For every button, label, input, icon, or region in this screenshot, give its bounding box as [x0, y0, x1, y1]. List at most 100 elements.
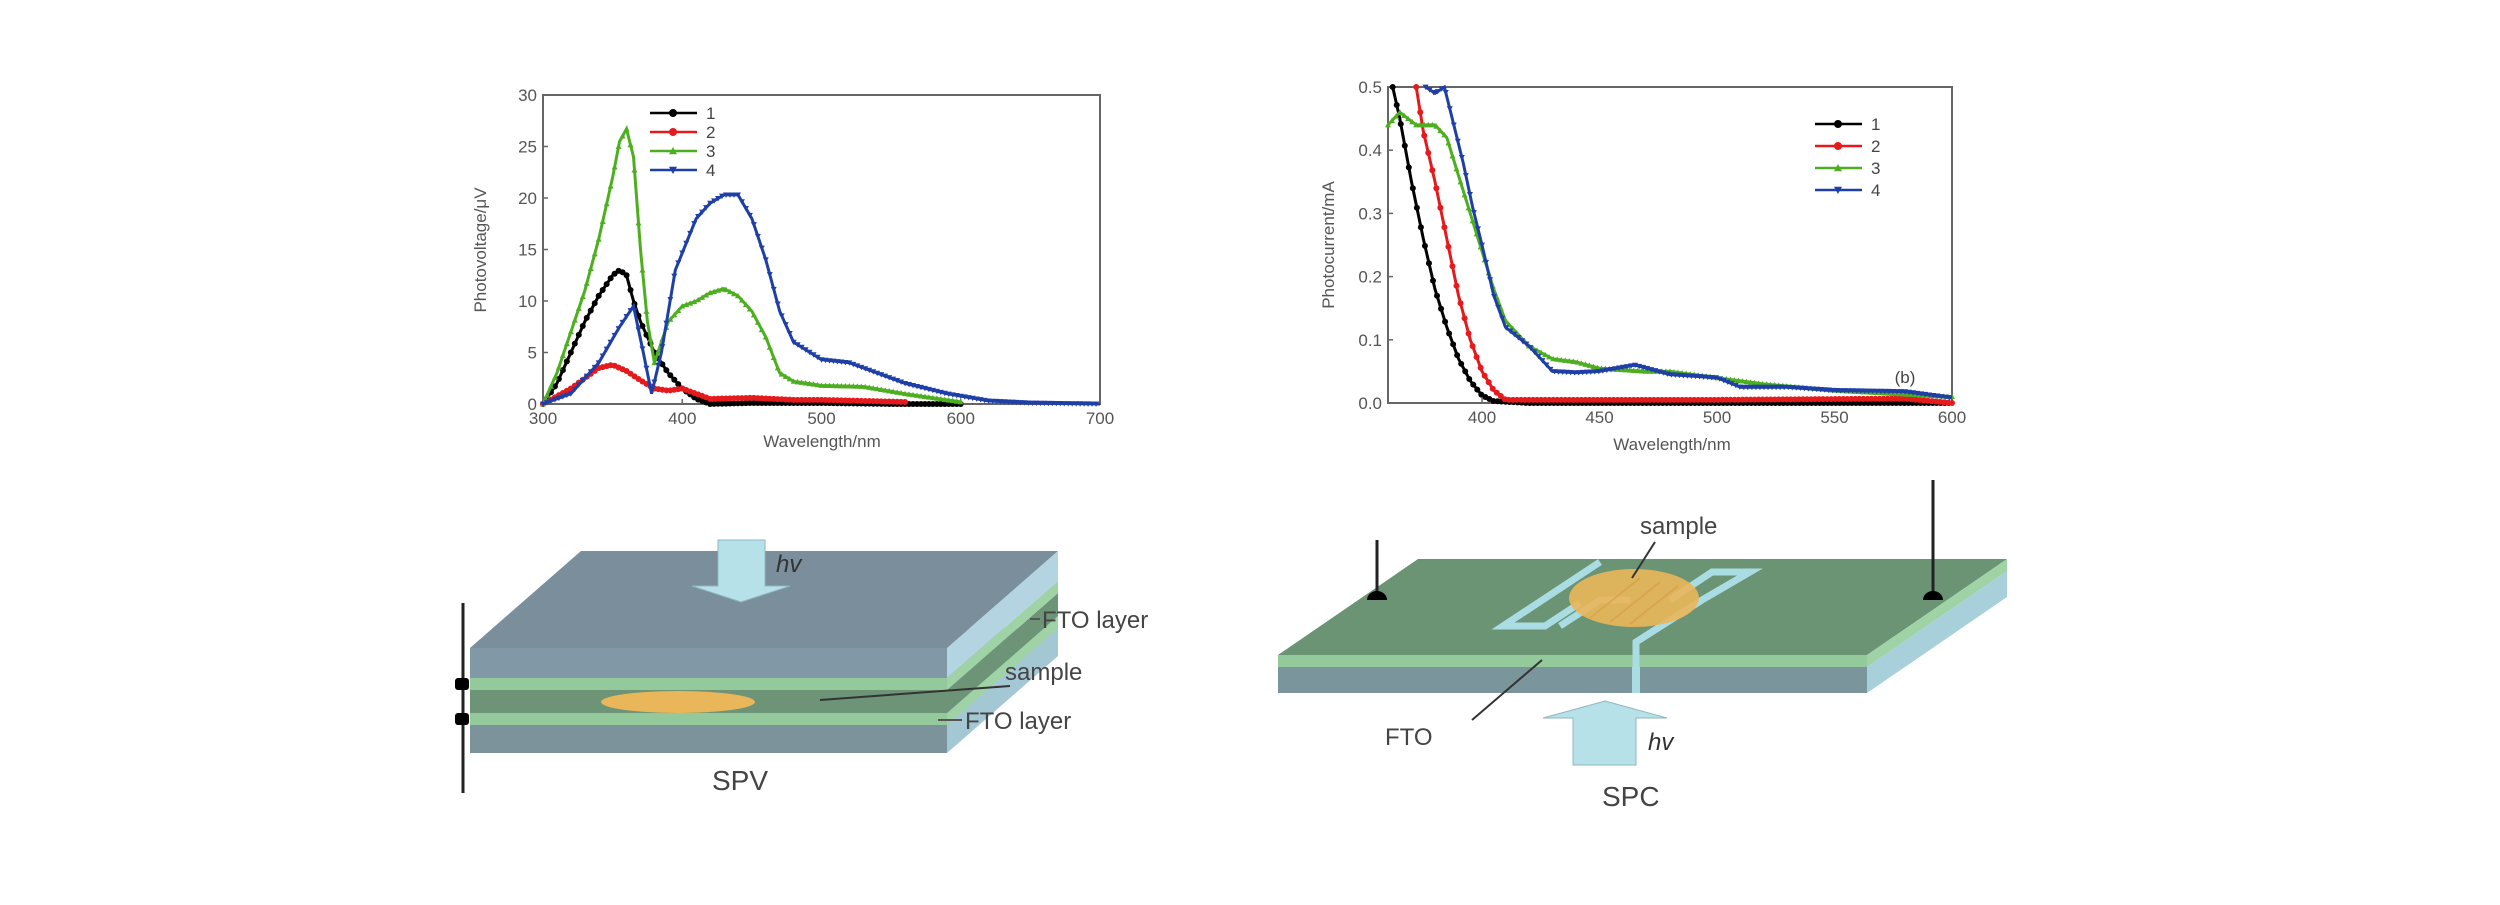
- data-point: [1041, 400, 1048, 407]
- data-point: [806, 380, 813, 387]
- data-point: [862, 366, 869, 372]
- data-point: [850, 383, 857, 389]
- data-point: [1575, 370, 1582, 376]
- data-point: [615, 326, 622, 332]
- data-point: [1073, 401, 1080, 407]
- data-point: [1527, 345, 1534, 351]
- data-point: [1397, 121, 1404, 128]
- data-point: [902, 398, 909, 405]
- data-point: [1535, 353, 1542, 360]
- data-point: [878, 386, 885, 392]
- data-point: [623, 314, 630, 320]
- data-point: [1793, 385, 1800, 391]
- data-point: [1551, 369, 1558, 375]
- data-point: [1503, 325, 1510, 331]
- y-tick-label: 10: [518, 292, 537, 311]
- data-point: [1583, 369, 1590, 376]
- data-point: [826, 382, 833, 389]
- x-tick-label: 400: [1468, 408, 1496, 427]
- data-point: [1429, 121, 1436, 128]
- data-point: [1409, 185, 1416, 192]
- data-point: [607, 275, 614, 282]
- data-point: [1630, 367, 1637, 373]
- y-tick-label: 0.2: [1358, 268, 1382, 287]
- data-point: [786, 375, 793, 382]
- data-point: [559, 367, 566, 374]
- data-point: [607, 339, 614, 346]
- data-point: [1849, 388, 1856, 394]
- x-tick-label: 300: [529, 409, 557, 428]
- data-point: [663, 320, 670, 327]
- data-point: [734, 292, 741, 299]
- data-point: [1093, 401, 1100, 407]
- data-point: [1708, 374, 1715, 381]
- data-point: [1731, 377, 1738, 383]
- legend-marker: [669, 128, 677, 136]
- series-4: [540, 192, 1101, 407]
- data-point: [766, 344, 773, 350]
- data-point: [1624, 364, 1631, 370]
- data-point: [1615, 365, 1622, 371]
- data-point: [627, 141, 634, 148]
- sample-stripes: [1589, 577, 1679, 625]
- data-point: [866, 384, 873, 390]
- data-point: [1495, 304, 1502, 311]
- bottom-glass-front: [470, 725, 947, 753]
- data-point: [1531, 349, 1538, 355]
- y-axis-label: Photocurrent/mA: [1319, 181, 1338, 309]
- data-point: [591, 300, 598, 307]
- spv-diagram: hv FTO layer sample FTO layer SPV: [455, 539, 1148, 796]
- data-point: [635, 327, 642, 333]
- data-point: [651, 359, 658, 366]
- data-point: [1735, 377, 1742, 384]
- data-point: [1611, 366, 1618, 372]
- data-point: [643, 308, 650, 314]
- data-point: [1755, 380, 1762, 386]
- data-point: [917, 393, 924, 399]
- data-point: [591, 364, 598, 371]
- legend-marker: [669, 147, 677, 155]
- fto-layer-label-bottom: FTO layer: [965, 708, 1071, 735]
- data-point: [902, 390, 909, 397]
- data-point: [1449, 152, 1456, 159]
- x-tick-label: 600: [1938, 408, 1966, 427]
- data-point: [1539, 358, 1546, 364]
- data-point: [1013, 399, 1020, 406]
- fto-side: [1867, 559, 2007, 667]
- x-tick-label: 500: [1703, 408, 1731, 427]
- data-point: [1441, 224, 1448, 231]
- lower-fto-side: [947, 616, 1058, 725]
- data-point: [1483, 259, 1490, 266]
- data-point: [543, 400, 550, 406]
- chart-photovoltage: 300 400 500 600 700 0 5 10 15 20 25 30 Wavelength/n…: [471, 86, 1114, 451]
- data-point: [1389, 84, 1396, 90]
- data-point: [894, 389, 901, 395]
- data-point: [1904, 391, 1911, 397]
- data-point: [878, 372, 885, 378]
- legend-marker: [1834, 120, 1842, 128]
- data-point: [1454, 138, 1461, 145]
- data-point: [1465, 204, 1472, 211]
- data-point: [1469, 343, 1476, 350]
- data-point: [822, 382, 829, 388]
- fto-label: FTO: [1385, 724, 1433, 751]
- data-point: [933, 395, 940, 401]
- data-point: [1837, 388, 1844, 394]
- data-point: [1672, 372, 1679, 378]
- data-point: [579, 378, 586, 384]
- x-axis-label: Wavelength/nm: [763, 432, 880, 451]
- data-point: [985, 398, 992, 404]
- x-axis-label: Wavelength/nm: [1613, 435, 1730, 454]
- data-point: [675, 381, 682, 388]
- data-point: [567, 349, 574, 356]
- data-point: [547, 398, 554, 405]
- data-point: [1446, 330, 1453, 337]
- data-point: [703, 292, 710, 298]
- data-point: [639, 267, 646, 273]
- data-point: [1747, 379, 1754, 385]
- data-point: [563, 358, 570, 365]
- data-point: [559, 352, 566, 358]
- data-point: [830, 382, 837, 389]
- y-tick-label: 30: [518, 86, 537, 105]
- data-point: [1470, 210, 1477, 216]
